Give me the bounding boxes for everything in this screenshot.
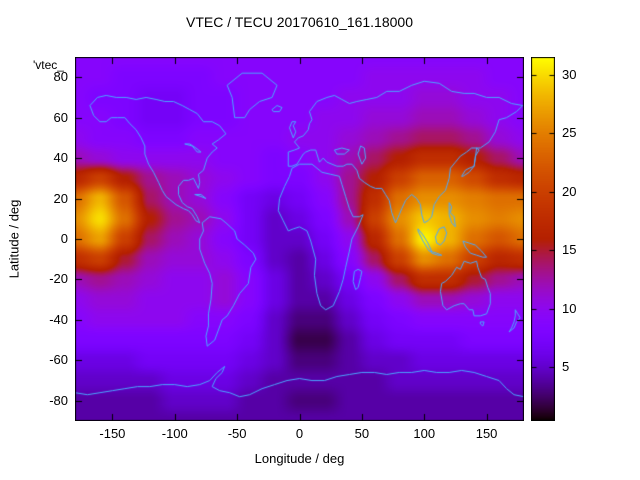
y-tick-label: 0	[60, 231, 68, 246]
y-tick-label: 40	[53, 150, 68, 166]
y-tick-label: -40	[49, 311, 68, 327]
y-tick-label: -20	[49, 271, 68, 287]
x-tick-label: 50	[354, 426, 370, 441]
colorbar-tick-label: 25	[562, 125, 577, 141]
y-tick-label: -60	[49, 352, 68, 368]
colorbar-tick-label: 5	[562, 359, 570, 375]
colorbar-tick-label: 15	[562, 242, 577, 258]
series-key-label: 'vtec_	[33, 58, 64, 72]
plot-title: VTEC / TECU 20170610_161.18000	[185, 14, 413, 30]
y-tick-label: 20	[53, 190, 68, 206]
x-tick-label: -150	[99, 426, 126, 441]
x-tick-label: -100	[161, 426, 188, 441]
x-tick-label: 0	[295, 426, 304, 441]
y-tick-label: 60	[53, 109, 68, 125]
x-axis-label: Longitude / deg	[254, 451, 345, 466]
colorbar-tick-label: 20	[562, 183, 577, 199]
x-tick-label: 150	[475, 426, 498, 441]
y-tick-label: -80	[49, 392, 68, 408]
x-tick-label: 100	[413, 426, 436, 441]
colorbar-tick-label: 10	[562, 300, 577, 316]
y-tick-label: 80	[53, 69, 68, 85]
heatmap-canvas	[75, 57, 524, 421]
colorbar-canvas	[531, 57, 555, 421]
y-axis-label: Latitude / deg	[6, 199, 22, 279]
x-tick-label: -50	[227, 426, 247, 441]
colorbar-tick-label: 30	[562, 66, 577, 82]
